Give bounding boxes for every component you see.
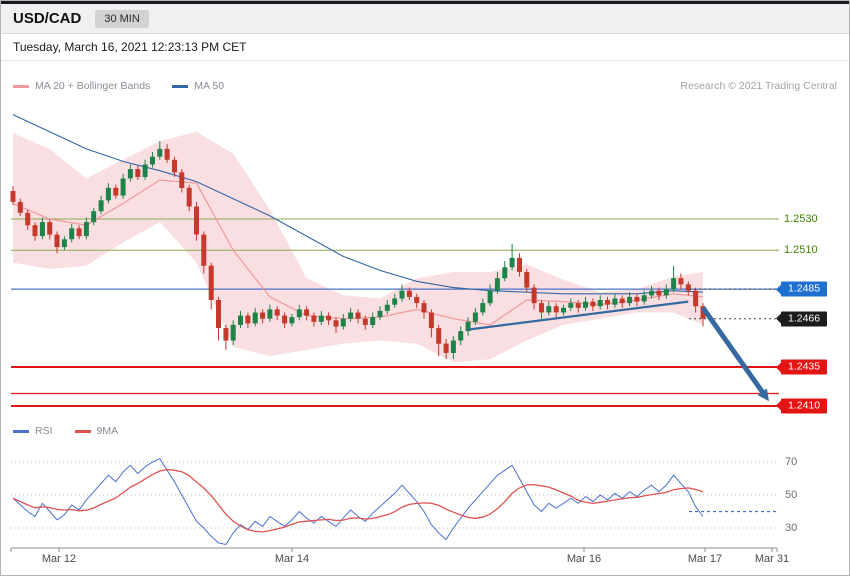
- legend-ma50-label: MA 50: [194, 80, 225, 92]
- rsi-level-label: 30: [785, 522, 798, 534]
- ma20-line: [12, 179, 704, 326]
- ma50-line: [12, 114, 704, 295]
- price-badge-value: 1.2410: [788, 399, 821, 412]
- rsi-line-sample: [13, 429, 29, 433]
- price-levels: [11, 218, 779, 407]
- price-level-badge: 1.2485: [776, 281, 828, 297]
- price-level-badge: 1.2435: [776, 359, 828, 375]
- ma50-line-sample: [172, 84, 189, 88]
- candlesticks: [10, 141, 706, 360]
- legend-ma20-bb: MA 20 + Bollinger Bands: [13, 80, 150, 92]
- date-row: Tuesday, March 16, 2021 12:23:13 PM CET: [1, 34, 849, 61]
- rsi-level-label: 50: [785, 489, 798, 501]
- symbol-title: USD/CAD: [13, 10, 82, 27]
- x-axis-label: Mar 17: [687, 553, 723, 565]
- price-level-label: 1.2510: [784, 244, 818, 257]
- bollinger-band: [13, 131, 703, 363]
- legend-ma50: MA 50: [172, 80, 224, 92]
- price-badge-value: 1.2485: [788, 282, 821, 295]
- badge-notch-icon: [776, 362, 781, 372]
- badge-notch-icon: [776, 284, 781, 295]
- legend-ma20-bb-label: MA 20 + Bollinger Bands: [35, 80, 151, 92]
- price-badge-value: 1.2466: [788, 312, 821, 325]
- rsi-line: [12, 458, 704, 546]
- price-level-badge: 1.2410: [776, 398, 828, 414]
- badge-notch-icon: [776, 313, 781, 324]
- legend-rsi: RSI: [13, 425, 53, 437]
- x-axis-label: Mar 16: [566, 553, 602, 565]
- price-level-badge: 1.2466: [776, 311, 828, 327]
- legend-9ma: 9MA: [74, 425, 119, 437]
- credit-text: Research © 2021 Trading Central: [680, 80, 837, 92]
- legend-row: MA 20 + Bollinger Bands MA 50 Research ©…: [13, 80, 837, 92]
- x-axis-label: Mar 14: [274, 553, 310, 565]
- x-axis: [10, 547, 778, 552]
- ma20-line-sample: [13, 84, 29, 88]
- price-badge-value: 1.2435: [788, 360, 821, 373]
- chart-datetime: Tuesday, March 16, 2021 12:23:13 PM CET: [13, 40, 247, 54]
- rsi-grid: [11, 461, 777, 529]
- top-accent-bar: [1, 1, 849, 4]
- rsi-9ma-line-sample: [74, 429, 91, 433]
- trendline: [467, 300, 689, 331]
- title-bar: USD/CAD 30 MIN: [1, 4, 849, 34]
- rsi-level-label: 70: [785, 456, 798, 468]
- price-level-label: 1.2530: [784, 213, 818, 225]
- badge-notch-icon: [776, 400, 781, 411]
- indicator-legend: RSI 9MA: [13, 425, 140, 437]
- timeframe-badge: 30 MIN: [95, 9, 149, 28]
- label-connectors: [689, 288, 779, 320]
- rsi-ma-line: [12, 468, 704, 533]
- legend-rsi-label: RSI: [35, 425, 53, 437]
- x-axis-label: Mar 31: [754, 553, 790, 565]
- legend-9ma-label: 9MA: [96, 425, 119, 437]
- x-axis-label: Mar 12: [41, 553, 77, 565]
- forecast-arrow: [700, 306, 769, 402]
